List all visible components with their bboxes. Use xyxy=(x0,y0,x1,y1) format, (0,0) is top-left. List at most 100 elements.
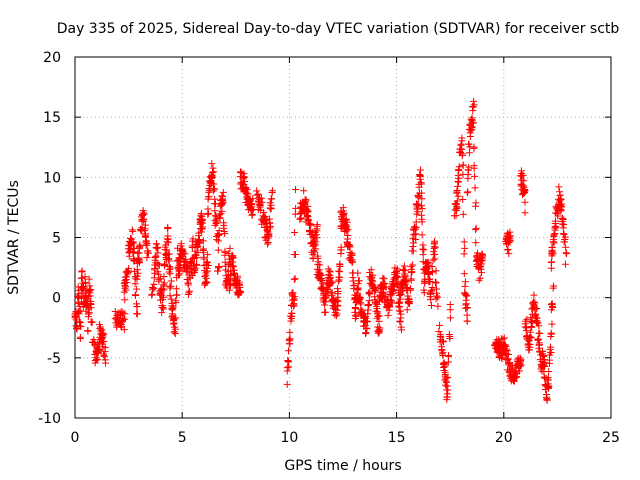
data-point xyxy=(312,245,320,253)
data-point xyxy=(81,273,89,281)
data-point xyxy=(264,240,272,248)
data-point xyxy=(139,211,147,219)
data-point xyxy=(471,172,479,180)
data-point xyxy=(166,284,174,292)
data-point xyxy=(243,189,251,197)
data-point xyxy=(266,219,274,227)
data-point xyxy=(470,164,478,172)
data-point xyxy=(175,266,183,274)
y-tick-label: -5 xyxy=(47,351,61,367)
data-point xyxy=(290,275,298,283)
data-point xyxy=(472,239,480,247)
data-point xyxy=(563,250,571,258)
data-point xyxy=(148,291,156,299)
data-point xyxy=(129,227,137,235)
data-point xyxy=(441,362,449,370)
data-point xyxy=(85,309,93,317)
data-point xyxy=(381,280,389,288)
data-point xyxy=(363,325,371,333)
data-point xyxy=(154,249,162,257)
data-point xyxy=(461,244,469,252)
data-point xyxy=(219,198,227,206)
data-point xyxy=(424,271,432,279)
data-point xyxy=(503,347,511,355)
data-point xyxy=(561,260,569,268)
data-point xyxy=(204,210,212,218)
data-point xyxy=(446,306,454,314)
data-point xyxy=(535,322,543,330)
data-point xyxy=(140,210,148,218)
data-point xyxy=(302,196,310,204)
data-point xyxy=(547,330,555,338)
data-point xyxy=(198,215,206,223)
data-point xyxy=(156,274,164,282)
data-point xyxy=(526,328,534,336)
data-point xyxy=(458,134,466,142)
data-point xyxy=(159,293,167,301)
data-point xyxy=(124,267,132,275)
data-point xyxy=(248,210,256,218)
data-point xyxy=(396,295,404,303)
data-point xyxy=(345,242,353,250)
data-point xyxy=(353,285,361,293)
data-point xyxy=(357,300,365,308)
data-point xyxy=(343,218,351,226)
data-point xyxy=(464,174,472,182)
x-axis-label: GPS time / hours xyxy=(284,458,401,474)
data-point xyxy=(375,327,383,335)
data-point xyxy=(122,286,130,294)
y-tick-label: 10 xyxy=(43,170,61,186)
data-point xyxy=(211,207,219,215)
data-point xyxy=(393,267,401,275)
data-point xyxy=(453,197,461,205)
data-point xyxy=(434,302,442,310)
data-point xyxy=(384,295,392,303)
data-point xyxy=(532,310,540,318)
data-point xyxy=(460,238,468,246)
data-point xyxy=(415,194,423,202)
data-point xyxy=(417,166,425,174)
x-tick-label: 0 xyxy=(71,430,80,446)
data-point xyxy=(409,261,417,269)
data-point xyxy=(479,252,487,260)
data-point xyxy=(121,296,129,304)
data-point xyxy=(312,238,320,246)
data-point xyxy=(508,363,516,371)
data-point xyxy=(322,294,330,302)
data-point xyxy=(472,224,480,232)
data-point xyxy=(442,377,450,385)
data-point xyxy=(366,290,374,298)
data-point xyxy=(539,348,547,356)
data-point xyxy=(213,236,221,244)
data-point xyxy=(160,282,168,290)
data-point xyxy=(173,291,181,299)
data-point xyxy=(193,254,201,262)
data-point xyxy=(394,278,402,286)
data-point xyxy=(268,188,276,196)
data-point xyxy=(436,321,444,329)
data-point xyxy=(173,244,181,252)
data-point xyxy=(258,198,266,206)
data-point xyxy=(318,275,326,283)
data-point xyxy=(312,231,320,239)
data-point xyxy=(416,172,424,180)
data-point xyxy=(334,290,342,298)
x-tick-label: 15 xyxy=(388,430,406,446)
data-point xyxy=(316,261,324,269)
data-point xyxy=(197,211,205,219)
data-point xyxy=(418,205,426,213)
data-point xyxy=(76,333,84,341)
data-point xyxy=(203,258,211,266)
data-point xyxy=(444,373,452,381)
data-point xyxy=(130,267,138,275)
data-point xyxy=(204,251,212,259)
data-point xyxy=(186,265,194,273)
data-point xyxy=(372,286,380,294)
data-point xyxy=(123,279,131,287)
data-point xyxy=(348,258,356,266)
data-point xyxy=(550,231,558,239)
data-point xyxy=(305,216,313,224)
data-point xyxy=(460,250,468,258)
data-point xyxy=(87,304,95,312)
data-point xyxy=(193,261,201,269)
